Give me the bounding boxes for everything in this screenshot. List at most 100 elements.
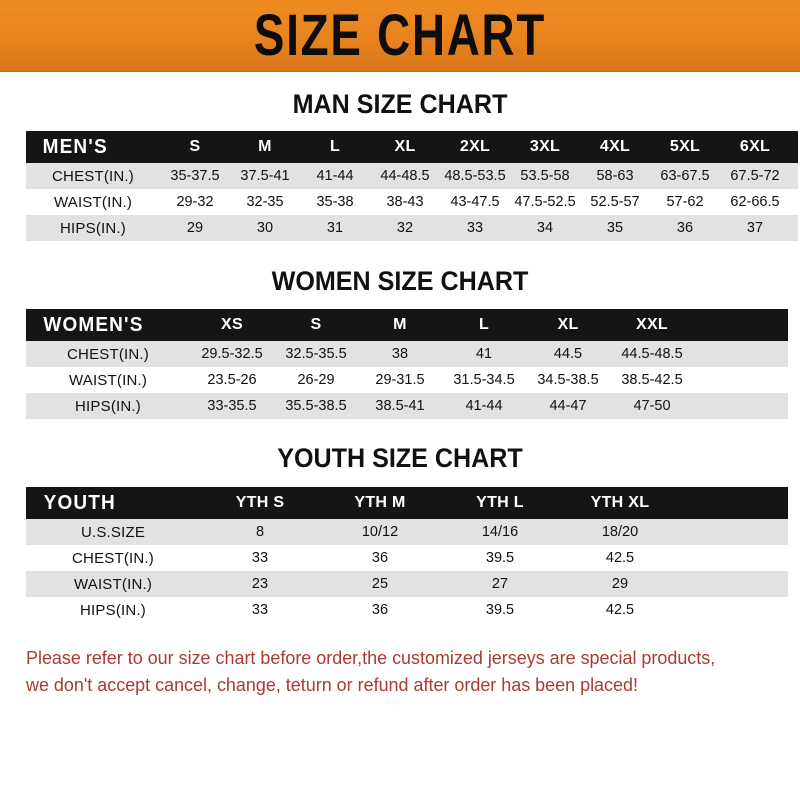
youth-hips-m: 36 xyxy=(371,602,389,618)
table-row: CHEST(IN.) 29.5-32.5 32.5-35.5 38 41 44.… xyxy=(26,341,788,367)
youth-table-body: U.S.SIZE 8 10/12 14/16 18/20 CHEST(IN.) … xyxy=(26,519,788,623)
man-size-header-4xl: 4XL xyxy=(599,138,631,155)
youth-section-title: YOUTH SIZE CHART xyxy=(277,443,523,473)
women-row-label-header: WOMEN'S xyxy=(43,313,144,336)
man-waist-5xl: 57-62 xyxy=(666,194,704,210)
women-size-header-xxl: XXL xyxy=(635,316,669,333)
man-header-filler xyxy=(790,131,798,163)
man-waist-2xl: 43-47.5 xyxy=(450,194,500,210)
women-hips-xs: 33-35.5 xyxy=(207,398,257,414)
youth-size-header-l: YTH L xyxy=(476,494,524,511)
table-row: WAIST(IN.) 29-32 32-35 35-38 38-43 43-47… xyxy=(26,189,798,215)
youth-size-header-xl: YTH XL xyxy=(590,494,650,511)
women-chest-xxl: 44.5-48.5 xyxy=(621,346,683,362)
youth-us-size-l: 14/16 xyxy=(481,524,519,540)
man-waist-3xl: 47.5-52.5 xyxy=(514,194,576,210)
youth-chest-filler xyxy=(680,545,788,571)
youth-header-filler xyxy=(680,487,788,519)
women-chest-xl: 44.5 xyxy=(553,346,583,362)
women-hips-s: 35.5-38.5 xyxy=(285,398,347,414)
man-chest-3xl: 53.5-58 xyxy=(520,168,570,184)
man-waist-m: 32-35 xyxy=(246,194,284,210)
women-waist-m: 29-31.5 xyxy=(375,372,425,388)
women-size-header-l: L xyxy=(478,316,490,333)
youth-us-size-xl: 18/20 xyxy=(601,524,639,540)
youth-size-header-m: YTH M xyxy=(354,494,406,511)
page-banner: SIZE CHART xyxy=(0,0,800,72)
man-hips-6xl: 37 xyxy=(746,220,764,236)
man-row-label-hips: HIPS(IN.) xyxy=(60,219,126,237)
women-row-label-hips: HIPS(IN.) xyxy=(75,397,141,415)
youth-header-row: YOUTH YTH S YTH M YTH L YTH XL xyxy=(26,487,788,519)
women-chest-m: 38 xyxy=(391,346,409,362)
youth-row-label-waist: WAIST(IN.) xyxy=(73,575,153,593)
man-chest-5xl: 63-67.5 xyxy=(660,168,710,184)
women-size-header-m: M xyxy=(393,316,407,333)
table-row: U.S.SIZE 8 10/12 14/16 18/20 xyxy=(26,519,788,545)
youth-row-label-hips: HIPS(IN.) xyxy=(80,601,146,619)
man-waist-filler xyxy=(790,189,798,215)
women-size-header-xl: XL xyxy=(557,316,579,333)
man-size-header-5xl: 5XL xyxy=(669,138,701,155)
man-hips-s: 29 xyxy=(186,220,204,236)
women-size-header-xs: XS xyxy=(221,316,243,333)
man-waist-xl: 38-43 xyxy=(386,194,424,210)
women-table-header: WOMEN'S XS S M L XL XXL xyxy=(26,309,788,341)
women-table-body: CHEST(IN.) 29.5-32.5 32.5-35.5 38 41 44.… xyxy=(26,341,788,419)
youth-size-table-wrapper: YOUTH YTH S YTH M YTH L YTH XL U.S.SIZE … xyxy=(26,487,788,623)
man-chest-4xl: 58-63 xyxy=(596,168,634,184)
man-waist-4xl: 52.5-57 xyxy=(590,194,640,210)
women-waist-xs: 23.5-26 xyxy=(207,372,257,388)
man-size-header-3xl: 3XL xyxy=(529,138,561,155)
man-hips-4xl: 35 xyxy=(606,220,624,236)
women-hips-filler xyxy=(694,393,788,419)
youth-chest-xl: 42.5 xyxy=(605,550,635,566)
women-hips-m: 38.5-41 xyxy=(375,398,425,414)
women-hips-l: 41-44 xyxy=(465,398,503,414)
youth-us-size-filler xyxy=(680,519,788,545)
man-waist-l: 35-38 xyxy=(316,194,354,210)
women-header-row: WOMEN'S XS S M L XL XXL xyxy=(26,309,788,341)
women-waist-l: 31.5-34.5 xyxy=(453,372,515,388)
youth-waist-m: 25 xyxy=(371,576,389,592)
women-waist-xxl: 38.5-42.5 xyxy=(621,372,683,388)
women-chest-l: 41 xyxy=(475,346,493,362)
women-hips-xl: 44-47 xyxy=(549,398,587,414)
man-chest-2xl: 48.5-53.5 xyxy=(444,168,506,184)
women-size-table: WOMEN'S XS S M L XL XXL CHEST(IN.) 29.5-… xyxy=(26,309,788,419)
table-row: HIPS(IN.) 33 36 39.5 42.5 xyxy=(26,597,788,623)
women-waist-filler xyxy=(694,367,788,393)
man-hips-l: 31 xyxy=(326,220,344,236)
youth-table-header: YOUTH YTH S YTH M YTH L YTH XL xyxy=(26,487,788,519)
women-waist-xl: 34.5-38.5 xyxy=(537,372,599,388)
table-row: HIPS(IN.) 29 30 31 32 33 34 35 36 37 xyxy=(26,215,798,241)
man-size-header-m: M xyxy=(258,138,272,155)
youth-hips-s: 33 xyxy=(251,602,269,618)
man-waist-6xl: 62-66.5 xyxy=(730,194,780,210)
youth-size-header-s: YTH S xyxy=(235,494,285,511)
man-section-title: MAN SIZE CHART xyxy=(292,89,508,119)
man-table-header: MEN'S S M L XL 2XL 3XL 4XL 5XL 6XL xyxy=(26,131,798,163)
youth-size-table: YOUTH YTH S YTH M YTH L YTH XL U.S.SIZE … xyxy=(26,487,788,623)
women-hips-xxl: 47-50 xyxy=(633,398,671,414)
table-row: HIPS(IN.) 33-35.5 35.5-38.5 38.5-41 41-4… xyxy=(26,393,788,419)
youth-row-label-header: YOUTH xyxy=(43,491,116,514)
man-hips-xl: 32 xyxy=(396,220,414,236)
man-hips-filler xyxy=(790,215,798,241)
man-chest-l: 41-44 xyxy=(316,168,354,184)
man-hips-m: 30 xyxy=(256,220,274,236)
youth-waist-xl: 29 xyxy=(611,576,629,592)
youth-hips-l: 39.5 xyxy=(485,602,515,618)
table-row: WAIST(IN.) 23 25 27 29 xyxy=(26,571,788,597)
youth-waist-filler xyxy=(680,571,788,597)
man-chest-filler xyxy=(790,163,798,189)
women-row-label-waist: WAIST(IN.) xyxy=(68,371,148,389)
order-policy-warning: Please refer to our size chart before or… xyxy=(26,645,752,699)
youth-row-label-us-size: U.S.SIZE xyxy=(80,523,146,541)
table-row: CHEST(IN.) 33 36 39.5 42.5 xyxy=(26,545,788,571)
man-hips-2xl: 33 xyxy=(466,220,484,236)
youth-hips-xl: 42.5 xyxy=(605,602,635,618)
man-waist-s: 29-32 xyxy=(176,194,214,210)
man-chest-6xl: 67.5-72 xyxy=(730,168,780,184)
women-chest-filler xyxy=(694,341,788,367)
